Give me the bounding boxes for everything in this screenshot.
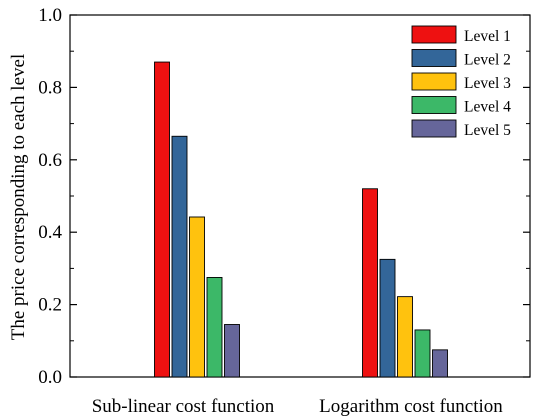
bar-level-4-sub-linear (206, 277, 223, 378)
legend-label: Level 5 (464, 122, 511, 139)
legend-swatch-level-1 (411, 25, 457, 44)
bar-level-4-logarithm (414, 329, 431, 378)
y-axis-ticks: 0.0 0.2 0.4 0.6 0.8 1.0 (38, 5, 530, 388)
y-tick-label: 0.8 (38, 77, 62, 98)
legend-label: Level 2 (464, 52, 511, 69)
bar-level-2-logarithm (379, 258, 396, 378)
bars-group (154, 61, 448, 378)
bar-level-1-logarithm (362, 188, 378, 378)
bar-level-5-logarithm (432, 349, 448, 378)
legend-label: Level 3 (464, 75, 511, 92)
y-tick-label: 0.6 (38, 150, 62, 171)
y-tick-label: 0.2 (38, 295, 62, 316)
bar-level-2-sub-linear (171, 135, 188, 378)
y-tick-label: 1.0 (38, 5, 62, 26)
x-category-label: Sub-linear cost function (92, 396, 275, 417)
y-tick-label: 0.4 (38, 222, 62, 243)
bar-level-3-sub-linear (189, 216, 205, 378)
legend-swatch-level-2 (411, 49, 457, 67)
legend-label: Level 4 (464, 99, 511, 116)
bar-level-3-logarithm (397, 296, 413, 378)
plot-area (69, 14, 531, 378)
legend-swatch-level-4 (411, 96, 457, 114)
bar-level-1-sub-linear (154, 61, 170, 378)
bar-level-5-sub-linear (224, 324, 240, 378)
y-tick-label: 0.0 (38, 367, 62, 388)
x-axis-categories: Sub-linear cost function Logarithm cost f… (92, 396, 504, 417)
legend-swatch-level-3 (411, 72, 457, 91)
legend-label: Level 1 (464, 28, 511, 45)
x-category-label: Logarithm cost function (319, 396, 503, 417)
plot-frame (69, 14, 531, 378)
legend: Level 1 Level 2 Level 3 Level 4 Level 5 (411, 25, 511, 139)
legend-swatch-level-5 (411, 119, 457, 138)
y-axis-title: The price corresponding to each level (8, 54, 29, 340)
